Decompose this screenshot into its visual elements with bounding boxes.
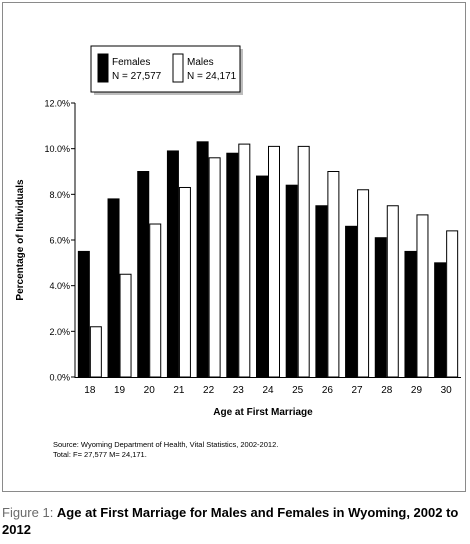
bar-females-24 [256, 175, 268, 378]
x-tick-label: 25 [292, 385, 304, 396]
caption-title: Age at First Marriage for Males and Fema… [2, 505, 459, 537]
bar-females-20 [137, 171, 150, 378]
bar-males-21 [178, 186, 191, 378]
bar-females-23 [226, 152, 239, 378]
y-tick-label: 12.0% [44, 99, 70, 109]
bar-females-27 [345, 225, 358, 378]
x-tick-label: 30 [441, 385, 453, 396]
x-tick-label: 19 [114, 385, 126, 396]
bar-females-19 [107, 198, 120, 378]
bar-females-29 [404, 250, 417, 378]
bar-females-21 [166, 150, 179, 378]
bar-males-26 [327, 171, 340, 378]
legend-label-males: Males [187, 57, 214, 68]
bar-males-25 [297, 145, 310, 378]
source-note: Source: Wyoming Department of Health, Vi… [53, 440, 278, 460]
bar-females-25 [285, 184, 298, 378]
source-line: Source: Wyoming Department of Health, Vi… [53, 440, 279, 449]
bar-males-22 [208, 157, 221, 378]
x-axis-title: Age at First Marriage [213, 407, 313, 418]
legend-swatch-males [172, 53, 184, 83]
x-tick-label: 23 [233, 385, 245, 396]
x-tick-label: 24 [262, 385, 274, 396]
x-tick-label: 18 [84, 385, 96, 396]
bar-females-26 [315, 205, 328, 378]
y-tick-label: 0.0% [49, 373, 70, 383]
x-tick-label: 29 [411, 385, 423, 396]
bar-chart: 0.0% 2.0% 4.0% 6.0% 8.0% 10.0% 12.0% 18 19 20 21 22… [15, 45, 461, 418]
bar-males-24 [268, 145, 280, 378]
bar-males-30 [446, 230, 459, 378]
legend-count-males: N = 24,171 [187, 71, 237, 82]
x-tick-label: 20 [144, 385, 156, 396]
figure-caption: Figure 1: Age at First Marriage for Male… [2, 504, 466, 538]
bar-males-28 [386, 205, 399, 378]
bar-males-20 [149, 223, 162, 378]
bar-males-27 [357, 189, 370, 378]
y-axis-title: Percentage of Individuals [15, 179, 26, 301]
y-tick-label: 6.0% [49, 236, 70, 246]
x-tick-label: 27 [352, 385, 364, 396]
caption-prefix: Figure 1: [2, 505, 57, 520]
legend-box [90, 45, 241, 93]
x-tick-label: 26 [322, 385, 334, 396]
bar-females-30 [434, 262, 447, 378]
y-tick-label: 2.0% [49, 327, 70, 337]
figure-frame: 0.0% 2.0% 4.0% 6.0% 8.0% 10.0% 12.0% 18 19 20 21 22… [2, 2, 466, 492]
legend-label-females: Females [112, 57, 150, 68]
bar-females-18 [77, 250, 90, 378]
y-tick-label: 10.0% [44, 144, 70, 154]
y-tick-label: 8.0% [49, 190, 70, 200]
legend-swatch-females [97, 53, 109, 83]
legend-count-females: N = 27,577 [112, 71, 162, 82]
bar-males-19 [119, 273, 132, 378]
x-tick-label: 22 [203, 385, 215, 396]
bar-males-23 [238, 143, 251, 378]
bar-females-22 [196, 141, 209, 378]
bar-males-18 [89, 326, 102, 378]
bar-males-29 [416, 214, 429, 378]
x-tick-label: 21 [173, 385, 185, 396]
y-tick-label: 4.0% [49, 281, 70, 291]
totals-line: Total: F= 27,577 M= 24,171. [53, 450, 147, 459]
x-tick-label: 28 [381, 385, 393, 396]
bar-females-28 [374, 237, 387, 378]
